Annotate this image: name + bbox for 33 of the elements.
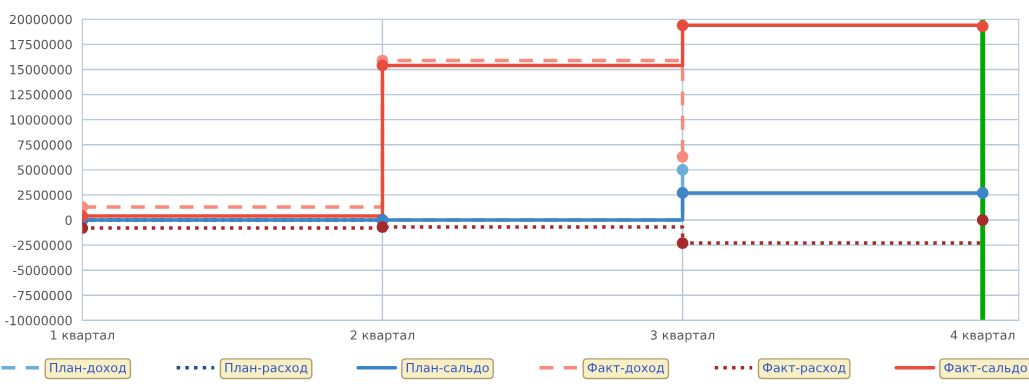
point	[976, 187, 989, 199]
legend-label: План-доход	[50, 363, 126, 374]
x-tick-label: 3 квартал	[650, 330, 715, 343]
y-tick-label: -5000000	[13, 265, 72, 276]
point	[676, 150, 689, 163]
point	[676, 237, 689, 249]
x-tick-label: 2 квартал	[350, 330, 415, 343]
point	[376, 221, 389, 233]
point	[676, 19, 689, 32]
x-tick-label: 4 квартал	[950, 330, 1015, 343]
y-tick-label: 5000000	[17, 165, 72, 175]
y-tick-label: -10000000	[5, 315, 72, 326]
y-tick-label: 15000000	[10, 64, 72, 75]
point	[976, 20, 989, 33]
x-tick-label: 1 квартал	[51, 330, 114, 343]
point	[676, 164, 689, 176]
y-tick-label: 2500000	[17, 190, 72, 200]
legend-label: Факт-расход	[762, 363, 846, 375]
y-tick-label: -2500000	[13, 240, 72, 251]
legend-label: План-сальдо	[406, 363, 489, 374]
point	[376, 59, 389, 72]
legend-label: Факт-доход	[587, 363, 665, 374]
y-tick-label: 0	[65, 215, 72, 225]
y-tick-label: 7500000	[17, 140, 72, 150]
y-tick-label: 12500000	[10, 90, 72, 100]
legend-label: Факт-сальдо	[944, 363, 1027, 374]
y-tick-label: 20000000	[9, 14, 72, 25]
y-tick-label: 17500000	[10, 39, 72, 50]
point	[976, 214, 989, 226]
legend-label: План-расход	[225, 363, 308, 375]
y-tick-label: -7500000	[13, 290, 72, 301]
point	[676, 187, 689, 199]
y-tick-label: 10000000	[10, 115, 72, 125]
